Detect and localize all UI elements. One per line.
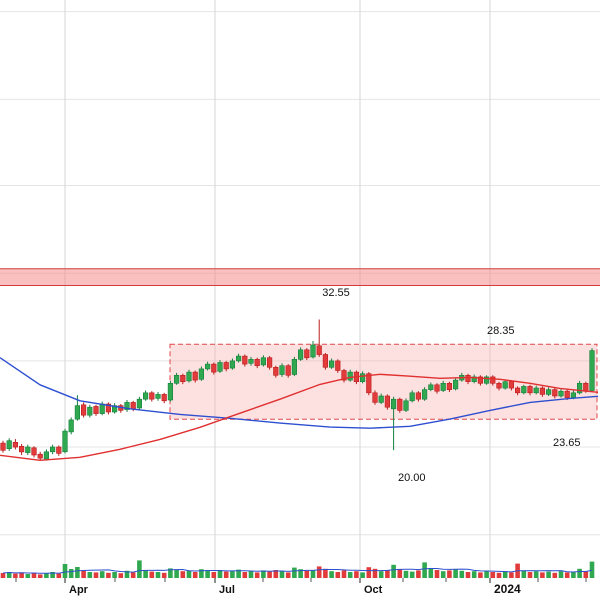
x-axis-label: 2024 [494,582,521,596]
volume-bars [0,560,595,578]
price-level-labels: 32.55 28.35 23.65 20.00 [322,287,580,484]
zone-box [169,343,598,420]
x-axis: Apr Jul Oct 2024 [15,578,587,596]
x-axis-label: Oct [364,584,383,596]
x-axis-label: Apr [69,584,89,596]
price-label-28-35: 28.35 [487,325,515,337]
gridlines [0,0,600,578]
candlestick-series [0,319,595,461]
price-label-23-65: 23.65 [553,437,581,449]
price-label-20-00: 20.00 [398,472,426,484]
resistance-band [0,268,600,286]
x-axis-label: Jul [219,584,235,596]
ma-line-red [0,373,599,461]
volume-ma-line [2,568,593,574]
price-label-32-55: 32.55 [322,287,350,299]
ma-line-blue [0,357,599,429]
